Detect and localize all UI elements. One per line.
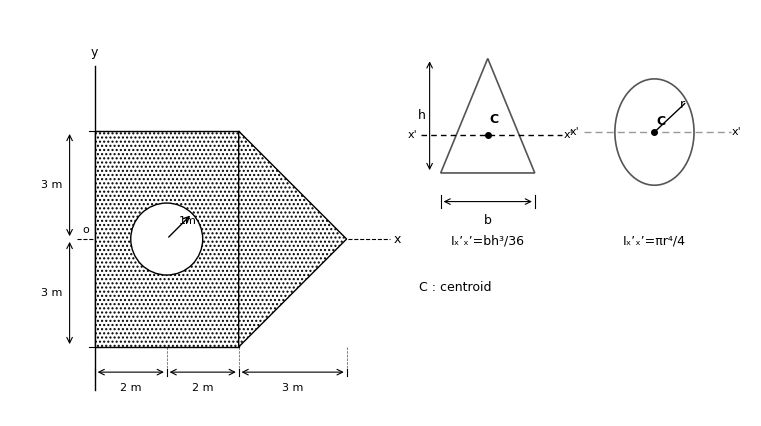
Text: Iₓ’ₓ’=bh³/36: Iₓ’ₓ’=bh³/36 — [451, 234, 525, 248]
Bar — [95, 131, 239, 347]
Circle shape — [615, 79, 694, 185]
Text: 2 m: 2 m — [192, 383, 213, 393]
Text: 3 m: 3 m — [41, 288, 62, 298]
Text: y: y — [91, 46, 98, 59]
Text: 3 m: 3 m — [282, 383, 304, 393]
Text: x': x' — [407, 130, 417, 140]
Text: 3 m: 3 m — [41, 180, 62, 190]
Text: r: r — [680, 98, 685, 111]
Text: x': x' — [732, 127, 742, 137]
Text: x': x' — [570, 127, 580, 137]
Polygon shape — [239, 131, 346, 347]
Text: x: x — [393, 233, 401, 245]
Text: C: C — [489, 113, 498, 126]
Text: C: C — [656, 115, 665, 128]
Text: o: o — [83, 225, 89, 236]
Text: b: b — [484, 214, 492, 227]
Text: 1m: 1m — [180, 216, 197, 227]
Polygon shape — [441, 58, 535, 173]
Text: x': x' — [564, 130, 574, 140]
Text: h: h — [418, 109, 425, 122]
Text: C : centroid: C : centroid — [419, 281, 491, 294]
Text: 2 m: 2 m — [120, 383, 142, 393]
Text: Iₓ’ₓ’=πr⁴/4: Iₓ’ₓ’=πr⁴/4 — [623, 234, 686, 248]
Circle shape — [131, 203, 202, 275]
